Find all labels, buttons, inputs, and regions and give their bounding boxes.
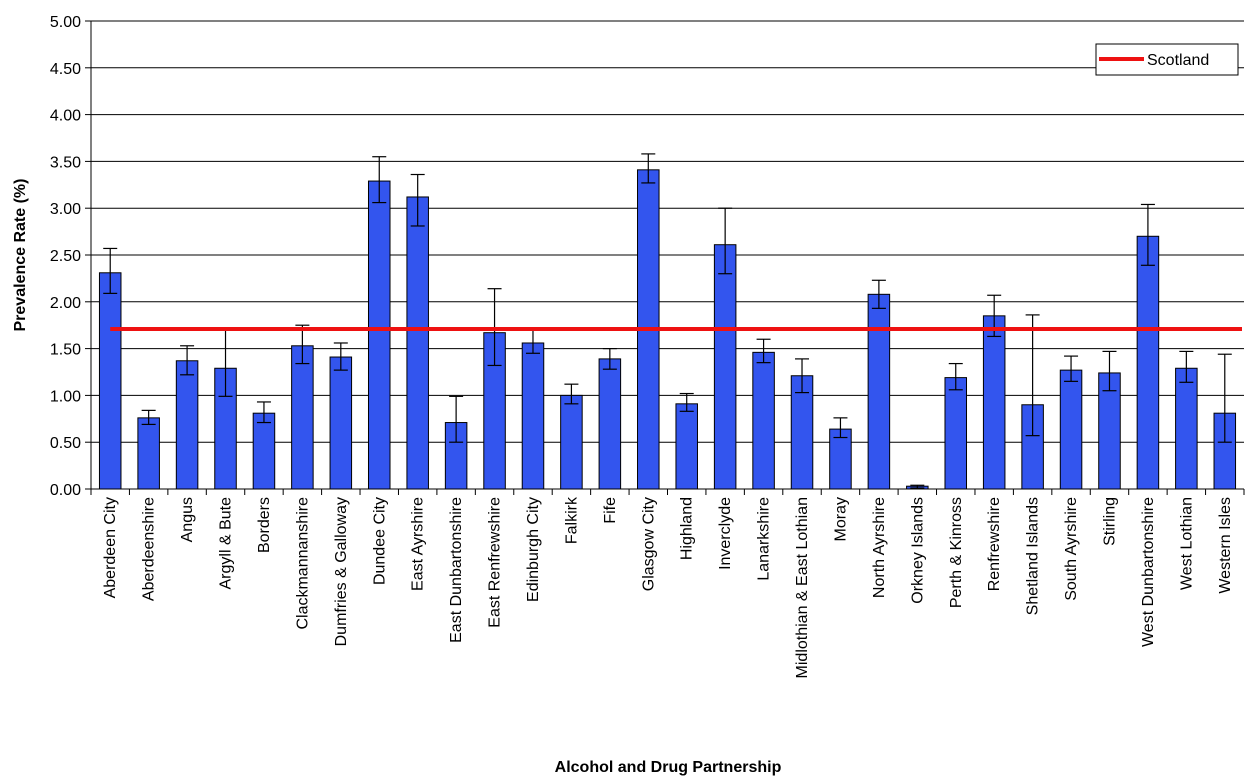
x-tick-label: West Lothian <box>1178 497 1195 590</box>
x-tick-label: East Dunbartonshire <box>448 497 465 643</box>
x-axis-title: Alcohol and Drug Partnership <box>555 759 782 776</box>
x-tick-label: Lanarkshire <box>756 497 773 581</box>
x-tick-label: West Dunbartonshire <box>1140 497 1157 647</box>
x-tick-label: Inverclyde <box>717 497 734 570</box>
bars <box>98 169 1237 490</box>
x-tick-label: Falkirk <box>563 496 580 544</box>
y-tick-label: 3.50 <box>50 154 81 171</box>
y-tick-label: 2.50 <box>50 248 81 265</box>
bar <box>713 244 737 490</box>
bar <box>291 345 314 490</box>
x-tick-label: Dundee City <box>371 497 388 585</box>
bar <box>252 412 276 490</box>
y-tick-label: 0.50 <box>50 435 81 452</box>
x-tick-label: Renfrewshire <box>986 497 1003 591</box>
axes <box>90 21 1244 490</box>
bar <box>944 377 968 490</box>
y-axis-title: Prevalence Rate (%) <box>12 179 29 332</box>
x-tick-label: Midlothian & East Lothian <box>794 497 811 678</box>
x-tick-label: Borders <box>256 497 273 553</box>
x-tick-label: Edinburgh City <box>525 497 542 602</box>
error-bars <box>103 153 1232 489</box>
bar <box>406 196 429 490</box>
x-tick-label: Orkney Islands <box>909 497 926 604</box>
x-tick-label: Western Isles <box>1217 497 1234 594</box>
x-tick-label: Angus <box>179 497 196 542</box>
bar <box>1059 369 1083 490</box>
x-tick-label: Glasgow City <box>640 497 657 591</box>
bar <box>98 272 122 490</box>
x-tick-label: Fife <box>602 497 619 524</box>
x-tick-label: Argyll & Bute <box>218 497 235 590</box>
bar <box>1175 367 1198 490</box>
bar <box>867 293 891 490</box>
bar <box>1136 235 1160 490</box>
y-tick-label: 4.00 <box>50 108 81 125</box>
x-tick-label: East Ayrshire <box>410 497 427 591</box>
bar <box>329 356 353 490</box>
y-tick-label: 1.00 <box>50 388 81 405</box>
bar <box>752 351 775 490</box>
bar <box>367 180 391 490</box>
x-tick-label: Highland <box>679 497 696 560</box>
x-tick-label: Shetland Islands <box>1025 497 1042 615</box>
x-tick-label: Perth & Kinross <box>948 497 965 608</box>
bar <box>521 342 545 490</box>
legend: Scotland <box>1095 43 1239 76</box>
x-tick-labels: Aberdeen City Aberdeenshire Angus Argyll & … <box>102 496 1234 678</box>
bar <box>560 394 583 490</box>
x-tick-label: Aberdeenshire <box>141 497 158 601</box>
y-tick-label: 2.00 <box>50 295 81 312</box>
y-tick-label: 3.00 <box>50 201 81 218</box>
bar <box>175 360 199 490</box>
bar <box>675 403 698 490</box>
y-tick-label: 5.00 <box>50 14 81 31</box>
x-tick-label: Dumfries & Galloway <box>333 497 350 646</box>
x-tick-label: North Ayrshire <box>871 497 888 598</box>
bar <box>598 358 622 490</box>
legend-label-scotland: Scotland <box>1147 52 1209 69</box>
x-tick-label: Moray <box>832 497 849 541</box>
y-tick-label: 4.50 <box>50 61 81 78</box>
bar <box>982 315 1006 490</box>
y-tick-label: 1.50 <box>50 342 81 359</box>
x-tick-label: East Renfrewshire <box>487 497 504 628</box>
y-tick-labels: 0.00 0.50 1.00 1.50 2.00 2.50 3.00 3.50 4.00 4.50… <box>50 14 81 499</box>
y-tick-label: 0.00 <box>50 482 81 499</box>
x-tick-label: Clackmannanshire <box>294 497 311 630</box>
x-tick-label: South Ayrshire <box>1063 497 1080 601</box>
bar <box>137 417 160 490</box>
x-tick-label: Aberdeen City <box>102 497 119 598</box>
gridlines <box>85 20 1245 495</box>
x-tick-label: Stirling <box>1101 497 1118 546</box>
